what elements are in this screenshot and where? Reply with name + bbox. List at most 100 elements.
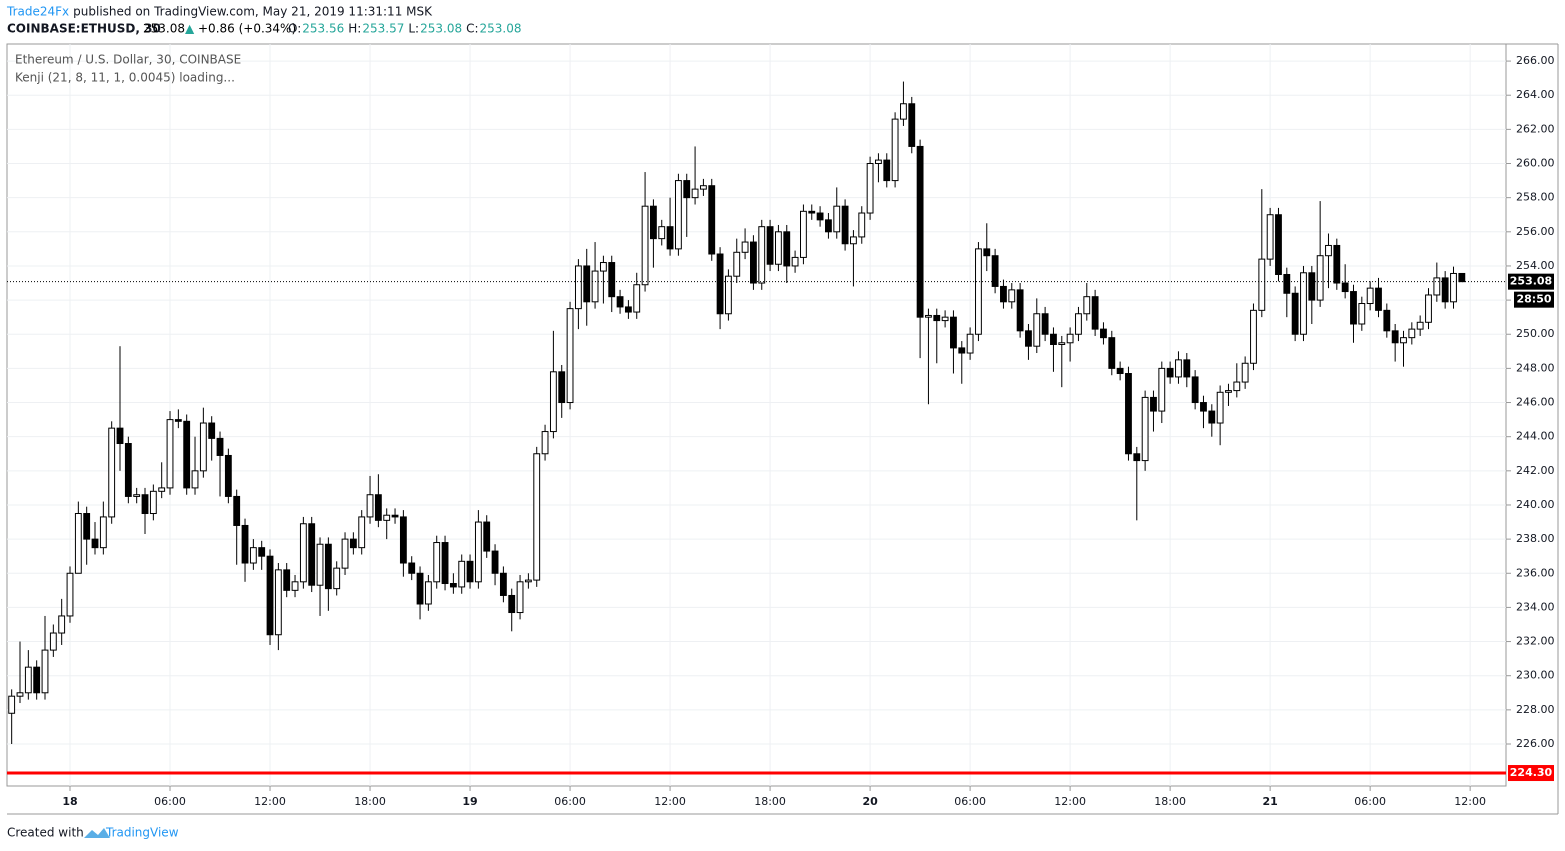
footer-brand[interactable]: TradingView [105,826,179,840]
candle-body [1358,303,1366,325]
candle-body [708,185,716,255]
candle-body [333,567,341,590]
x-tick-label: 21 [1262,795,1277,808]
candle-body [266,555,274,636]
candle-body [216,437,224,456]
last-price-label: 253.08 [1510,275,1552,288]
candle-body [41,649,49,694]
candle-body [308,523,316,586]
overlay: 224.30 253.08 28:50 [7,273,1554,782]
candle-body [975,248,982,335]
candle-body [358,516,366,549]
y-tick-label: 258.00 [1516,191,1555,204]
publisher[interactable]: Trade24Fx [6,5,69,19]
candle-body [1133,453,1141,462]
x-tick-label: 18:00 [754,795,786,808]
candle-body [274,569,282,636]
ohlc-label: O: [288,22,301,36]
candle-body [983,248,991,257]
candle-body [1150,396,1157,412]
candle-body [199,422,207,472]
candle-body [1316,255,1324,301]
last-price: 253.08 [143,22,185,36]
countdown: 28:50 [1516,293,1551,306]
footer-created: Created with [7,826,84,840]
candle-body [1041,313,1049,335]
candle-body [1225,390,1232,393]
up-arrow: ▲ [185,22,195,36]
candle-body [533,453,541,581]
ohlc-value: 253.56 [302,22,344,36]
candle-body [1208,410,1216,424]
candle-body [1191,376,1199,404]
candle-body [566,308,574,404]
y-tick-label: 238.00 [1516,532,1555,545]
x-tick-label: 06:00 [554,795,586,808]
candle-body [749,241,757,284]
candle-body [16,692,24,697]
x-tick-label: 12:00 [1454,795,1486,808]
candle-body [1300,272,1307,335]
candle-body [1058,342,1066,345]
candle-body [624,306,632,313]
candle-body [1433,277,1441,296]
candle-body [1141,396,1149,462]
candle-body [858,212,866,238]
candle-body [808,210,816,214]
candle-body [766,226,774,265]
candle-body [33,666,41,694]
indicator: Kenji (21, 8, 11, 1, 0.0045) loading... [15,71,235,85]
candle-body [549,371,557,433]
candle-body [724,275,732,315]
x-tick-label: 12:00 [654,795,686,808]
y-tick-label: 242.00 [1516,464,1555,477]
y-tick-label: 262.00 [1516,122,1555,135]
candle-body [991,255,999,287]
y-tick-label: 264.00 [1516,88,1555,101]
candle-body [966,333,974,354]
candle-body [349,538,357,549]
candle-body [508,594,516,614]
candle-body [1175,359,1182,378]
published: published on TradingView.com, May 21, 20… [73,5,433,19]
candle-body [1283,273,1291,294]
candle-body [383,514,391,521]
candle-body [850,236,857,245]
ohlc-label: C: [466,22,478,36]
candle-body [1091,296,1099,330]
candle-body [191,470,199,489]
candle-body [149,490,157,515]
candle-body [1375,287,1382,311]
candle-body [908,103,916,147]
candle-body [791,256,799,267]
candle-body [958,347,966,354]
candle-body [474,521,482,583]
candle-body [291,581,299,591]
candle-body [1200,402,1207,412]
candle-body [374,494,382,521]
candle-body [1216,391,1224,424]
candle-body [466,560,474,583]
candle-body [1341,282,1349,293]
x-tick-label: 12:00 [254,795,286,808]
candle-body [1025,330,1032,347]
candle-body [1166,367,1174,378]
candle-body [499,572,507,596]
x-tick-label: 19 [462,795,477,808]
candle-body [74,513,82,574]
candle-body [925,314,932,318]
candle-body [366,494,374,518]
candle-body [741,241,749,253]
candle-body [574,265,582,310]
candle-body [933,314,941,322]
candle-body [674,180,682,250]
candle-body [408,562,416,574]
candle-body [58,615,66,634]
candle-body [1116,367,1124,375]
candle-body [1108,337,1116,369]
candle-body [1258,258,1266,311]
candle-body [1308,272,1316,301]
ohlc-label: L: [408,22,419,36]
candle-body [825,219,832,233]
candle-body [816,212,824,221]
